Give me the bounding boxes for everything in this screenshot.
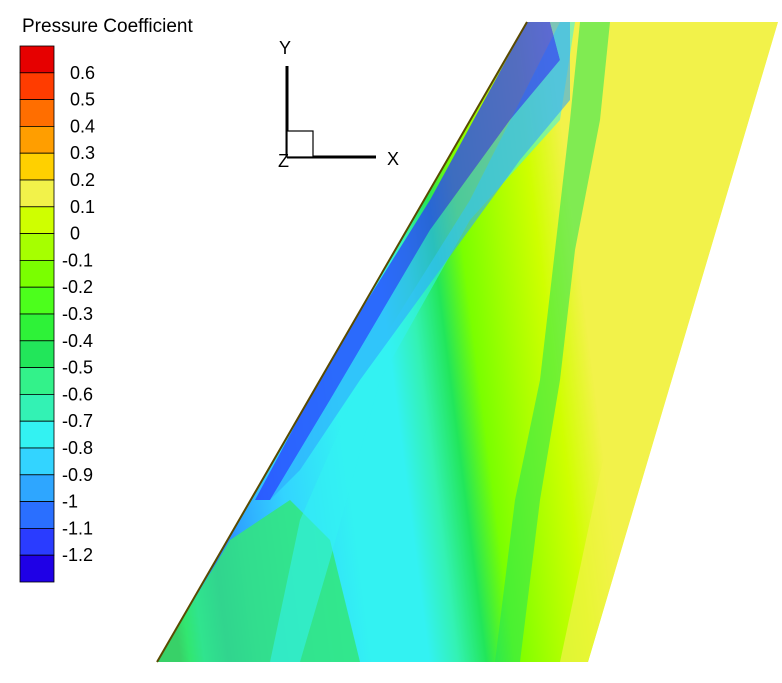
legend-swatch <box>19 340 55 368</box>
legend-swatch <box>19 313 55 342</box>
legend-swatch <box>19 99 55 127</box>
legend-tick-label: -0.7 <box>62 411 93 431</box>
legend-swatch <box>19 179 55 208</box>
contour-region-le-blue <box>255 22 560 500</box>
legend-tick-labels: 0.6 0.5 0.4 0.3 0.2 0.1 0 -0.1 -0.2 -0.3 -0.4 -0.5 -… <box>62 63 95 565</box>
legend-tick-label: -0.5 <box>62 358 93 378</box>
legend-swatch <box>19 45 55 74</box>
legend-swatch <box>19 367 55 395</box>
legend-swatch <box>19 447 55 476</box>
legend-tick-label: 0.2 <box>70 170 95 190</box>
legend-title: Pressure Coefficient <box>22 16 193 37</box>
legend-tick-label: 0.5 <box>70 90 95 110</box>
legend-tick-label: -1 <box>62 492 78 512</box>
contour-region-te-yellow <box>560 22 778 662</box>
legend-tick-label: -0.2 <box>62 277 93 297</box>
legend-tick-label: -0.9 <box>62 465 93 485</box>
legend-tick-label: -1.2 <box>62 545 93 565</box>
contour-region-shock-green <box>495 22 610 662</box>
legend-tick-label: 0 <box>70 224 80 244</box>
contour-region-le-lightblue <box>270 22 570 500</box>
legend-tick-label: 0.1 <box>70 197 95 217</box>
legend-swatch <box>19 206 55 235</box>
leading-edge-line <box>156 21 528 663</box>
legend-tick-label: -0.3 <box>62 304 93 324</box>
legend: Pressure Coefficient 0.60.50.40.30.20.10… <box>19 16 193 583</box>
legend-swatch <box>19 528 55 556</box>
legend-tick-label: -1.1 <box>62 518 93 538</box>
legend-swatch <box>19 501 55 529</box>
wing-surface <box>156 21 778 663</box>
legend-swatch <box>19 286 55 315</box>
legend-swatches <box>19 45 55 583</box>
legend-swatch <box>19 233 55 261</box>
legend-tick-label: 0.4 <box>70 116 95 136</box>
legend-tick-label: -0.8 <box>62 438 93 458</box>
legend-swatch <box>19 152 55 181</box>
legend-tick-label: -0.1 <box>62 250 93 270</box>
triad-z-label: Z <box>278 151 289 171</box>
legend-swatch <box>19 474 55 502</box>
legend-swatch <box>19 393 55 422</box>
legend-swatch <box>19 259 55 288</box>
legend-tick-label: -0.4 <box>62 331 93 351</box>
legend-tick-label: 0.6 <box>70 63 95 83</box>
triad-y-label: Y <box>279 38 291 58</box>
legend-swatch <box>19 72 55 101</box>
triad-z-box <box>286 130 314 158</box>
legend-tick-label: 0.3 <box>70 143 95 163</box>
legend-swatch <box>19 420 55 449</box>
legend-swatch <box>19 126 55 154</box>
legend-swatch <box>19 554 55 583</box>
axes-triad: Y X Z <box>278 38 399 171</box>
legend-tick-label: -0.6 <box>62 384 93 404</box>
triad-x-label: X <box>387 149 399 169</box>
